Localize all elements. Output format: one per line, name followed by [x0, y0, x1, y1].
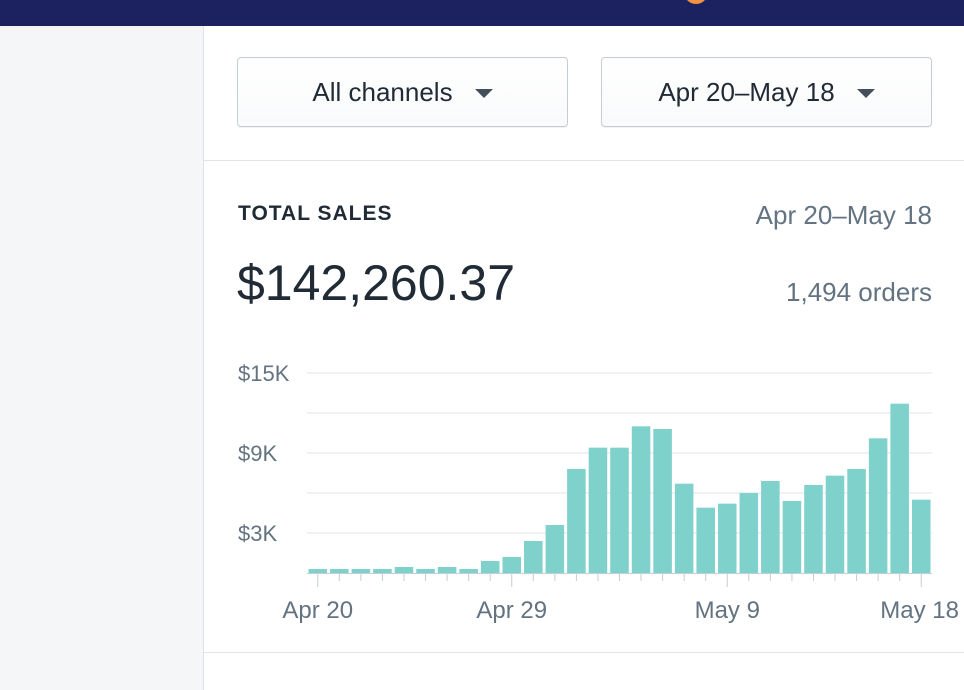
- bar: [804, 485, 823, 573]
- bar: [545, 525, 565, 573]
- channel-filter-dropdown[interactable]: All channels: [237, 57, 568, 127]
- bar: [524, 541, 543, 573]
- bar: [761, 481, 780, 573]
- bar: [825, 475, 845, 573]
- bar: [653, 429, 672, 573]
- bar: [394, 567, 414, 573]
- bar: [502, 557, 522, 573]
- section-divider: [204, 652, 964, 653]
- user-avatar[interactable]: [684, 0, 708, 4]
- bar: [890, 403, 909, 573]
- y-tick-label: $9K: [238, 441, 277, 466]
- dashboard-main: All channels Apr 20–May 18 TOTAL SALES A…: [203, 26, 964, 690]
- card-date-range: Apr 20–May 18: [755, 200, 932, 230]
- x-tick-label: Apr 29: [476, 597, 547, 624]
- bar: [739, 493, 759, 573]
- date-range-dropdown[interactable]: Apr 20–May 18: [601, 57, 932, 127]
- bar: [480, 561, 500, 573]
- caret-down-icon: [474, 88, 493, 98]
- bar: [847, 469, 866, 573]
- x-tick-label: Apr 20: [282, 597, 353, 624]
- bar: [416, 569, 435, 573]
- bar: [696, 507, 715, 573]
- bar: [717, 503, 737, 573]
- bar: [567, 469, 586, 573]
- bar: [631, 426, 651, 573]
- x-tick-label: May 9: [695, 597, 760, 624]
- section-divider: [204, 160, 964, 161]
- sidebar: [0, 26, 203, 690]
- bar: [373, 569, 392, 573]
- bar: [674, 483, 694, 573]
- sales-bar-chart: $3K $9K $15K Apr 20 Apr 29 May 9 May 18: [238, 361, 959, 624]
- bar: [868, 438, 888, 573]
- bar: [351, 569, 371, 573]
- bar: [437, 567, 457, 573]
- x-tick-label: May 18: [880, 597, 959, 624]
- bar: [459, 569, 478, 573]
- bar: [782, 501, 802, 573]
- bar: [330, 569, 349, 573]
- top-bar: [0, 0, 964, 26]
- y-tick-label: $3K: [238, 521, 277, 546]
- y-tick-label: $15K: [238, 361, 290, 386]
- card-title: TOTAL SALES: [238, 202, 393, 225]
- bar: [308, 569, 328, 573]
- bar: [588, 447, 608, 573]
- order-count: 1,494 orders: [786, 277, 932, 307]
- bar: [610, 447, 629, 573]
- caret-down-icon: [856, 88, 875, 98]
- bar: [911, 499, 931, 573]
- date-range-label: Apr 20–May 18: [658, 76, 835, 107]
- channel-filter-label: All channels: [312, 76, 453, 107]
- total-sales-value: $142,260.37: [237, 255, 516, 311]
